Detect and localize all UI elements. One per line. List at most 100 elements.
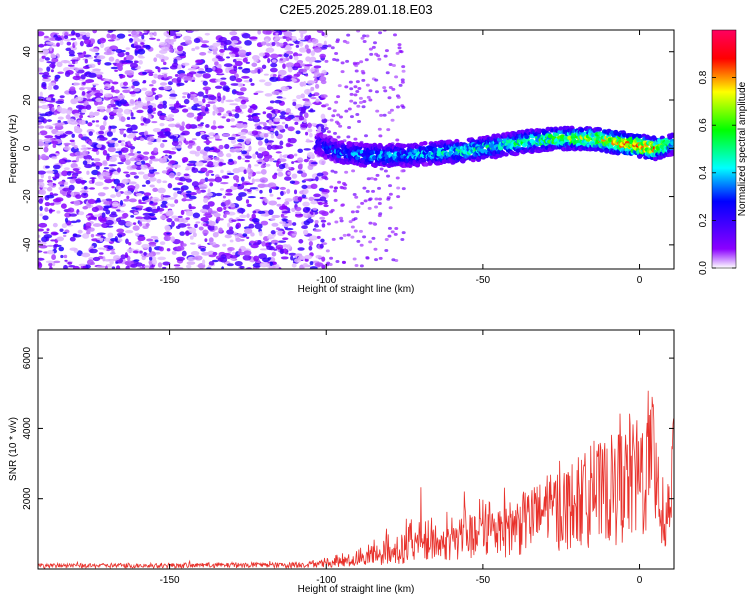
spectrogram-cell (378, 31, 383, 35)
spectrogram-cell (56, 61, 63, 68)
spectrogram-cell (259, 262, 269, 268)
spectrogram-cell (159, 215, 166, 220)
spectrogram-cell (51, 140, 59, 145)
spectrogram-cell (96, 143, 102, 149)
spectrogram-cell (336, 113, 341, 117)
spectrogram-cell (71, 174, 76, 178)
spectrogram-cell (234, 108, 242, 113)
spectrogram-cell (148, 177, 157, 182)
spectrogram-cell (107, 232, 114, 238)
spectrogram-cell (226, 229, 234, 235)
spectrogram-cell (57, 181, 67, 186)
spectrogram-cell (45, 97, 53, 101)
spectrogram-cell (400, 169, 405, 173)
spectrogram-cell (45, 165, 50, 169)
spectrogram-cell (73, 82, 81, 86)
spectrogram-cell (355, 89, 360, 93)
spectrogram-cell (276, 197, 281, 200)
spectrogram-cell (227, 199, 231, 204)
spectrogram-cell (104, 178, 113, 184)
spectrogram-cell (121, 178, 129, 185)
spectrogram-cell (222, 243, 227, 247)
spectrogram-cell (366, 95, 371, 99)
spectrogram-cell (197, 123, 204, 127)
spectrogram-cell (130, 116, 136, 120)
spectrogram-cell (109, 114, 115, 120)
spectrogram-cell (149, 253, 154, 258)
spectrogram-cell (136, 161, 142, 165)
spectrogram-cell (126, 116, 131, 121)
spectrogram-cell (303, 112, 309, 119)
spectrogram-cell (138, 250, 143, 254)
spectrogram-cell (160, 59, 165, 63)
spectrogram-cell (195, 59, 204, 64)
spectrogram-cell (152, 259, 157, 266)
spectrogram-cell (322, 202, 328, 205)
spectrogram-cell (105, 219, 114, 226)
spectrogram-cell (257, 140, 263, 146)
spectrogram-cell (76, 219, 81, 223)
spectrogram-cell (38, 120, 45, 123)
spectrogram-cell (163, 155, 169, 159)
spectrogram-cell (171, 220, 175, 227)
spectrogram-cell (38, 198, 44, 204)
spectrogram-cell (200, 131, 205, 136)
spectrogram-cell (332, 109, 337, 113)
spectrogram-cell (262, 126, 271, 130)
spectrogram-cell (326, 130, 331, 134)
spectrogram-cell (304, 64, 313, 67)
spectrogram-cell (91, 169, 99, 176)
spectrogram-cell (281, 218, 287, 222)
spectrogram-cell (128, 152, 135, 156)
spectrogram-cell (129, 98, 135, 104)
y-tick-label: -20 (22, 189, 33, 204)
spectrogram-cell (242, 123, 248, 129)
spectrogram-cell (38, 43, 45, 48)
spectrogram-cell (302, 263, 309, 268)
spectrogram-cell (363, 199, 368, 203)
spectrogram-cell (191, 79, 195, 83)
spectrogram-cell (110, 237, 118, 242)
spectrogram-cell (168, 151, 177, 155)
spectrogram-cell (186, 261, 196, 265)
spectrogram-cell (310, 96, 317, 100)
spectrogram-cell (87, 122, 93, 127)
spectrogram-cell (69, 179, 76, 184)
spectrogram-cell (38, 244, 48, 249)
spectrogram-cell (387, 96, 392, 100)
y-tick-label: 6000 (22, 347, 33, 370)
spectrogram-cell (106, 225, 114, 228)
spectrogram-cell (277, 69, 287, 76)
spectrogram-cell (401, 231, 406, 235)
spectrogram-cell (378, 134, 383, 138)
spectrogram-cell (309, 68, 315, 73)
spectrogram-cell (58, 186, 63, 190)
spectrogram-cell (43, 87, 47, 90)
spectrogram-cell (82, 65, 90, 70)
spectrogram-cell (236, 233, 243, 237)
spectrogram-cell (238, 192, 247, 197)
spectrogram-cell (221, 266, 225, 269)
spectrogram-cell (112, 49, 116, 52)
spectrogram-cell (230, 125, 237, 128)
spectrogram-cell (39, 213, 43, 217)
spectrogram-cell (104, 62, 112, 66)
spectrogram-cell (216, 55, 223, 59)
spectrogram-cell (208, 220, 216, 227)
spectrogram-cell (182, 95, 186, 99)
spectrogram-cell (123, 81, 128, 86)
spectrogram-cell (55, 100, 65, 104)
spectrogram-cell (227, 136, 236, 141)
spectrogram-cell (137, 171, 145, 175)
spectrogram-cell (365, 256, 370, 260)
spectrogram-cell (304, 258, 309, 262)
spectrogram-cell (276, 161, 280, 168)
spectrogram-cell (38, 132, 42, 136)
spectrogram-cell (141, 87, 148, 91)
spectrogram-cell (239, 214, 248, 218)
spectrogram-cell (99, 125, 106, 131)
spectrogram-cell (147, 105, 153, 109)
spectrogram-cell (81, 252, 91, 258)
spectrogram-cell (207, 188, 211, 194)
spectrogram-cell (369, 52, 374, 56)
